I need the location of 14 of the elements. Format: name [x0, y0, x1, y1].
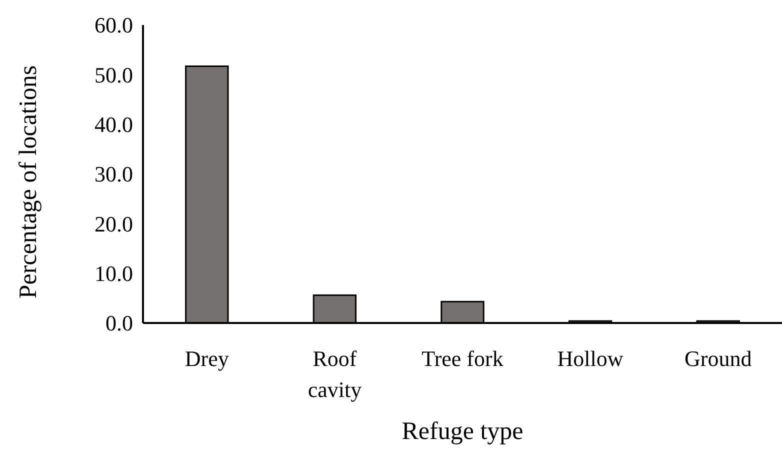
x-tick-label: Ground: [684, 346, 752, 371]
y-tick-label: 20.0: [94, 211, 133, 236]
y-tick-label: 40.0: [94, 112, 133, 138]
y-tick-label: 30.0: [94, 162, 133, 187]
y-tick-label: 10.0: [94, 261, 133, 286]
y-tick-label: 50.0: [94, 62, 133, 88]
y-axis-title: Percentage of locations: [15, 65, 42, 299]
x-tick-label: Hollow: [557, 346, 624, 371]
x-tick-label: Tree fork: [422, 346, 504, 371]
x-tick-label: Drey: [184, 346, 229, 371]
x-tick-label: Roof cavity: [308, 346, 362, 402]
x-axis-title: Refuge type: [402, 418, 524, 445]
y-tick-label: 60.0: [94, 12, 133, 38]
y-tick-label: 0.0: [106, 310, 133, 336]
